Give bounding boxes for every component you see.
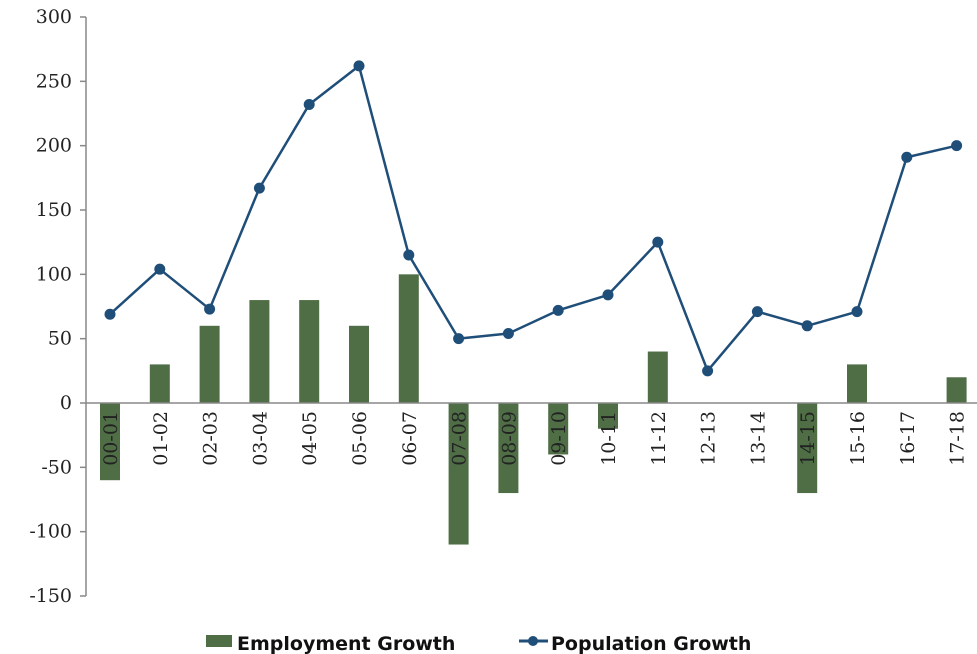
bar-employment-growth-02-03 — [199, 325, 220, 403]
legend: Employment Growth Population Growth — [206, 633, 751, 654]
x-tick-label: 08-09 — [498, 411, 520, 466]
x-tick-label: 13-14 — [747, 411, 769, 466]
point-population-growth-16-17 — [901, 151, 913, 163]
legend-label-population-growth: Population Growth — [551, 633, 751, 654]
point-population-growth-05-06 — [353, 60, 365, 72]
point-population-growth-13-14 — [751, 306, 763, 318]
x-tick-label: 16-17 — [897, 411, 919, 466]
bar-employment-growth-03-04 — [249, 300, 270, 403]
y-tick-label: 200 — [36, 135, 72, 157]
bar-employment-growth-00-01 — [100, 403, 120, 481]
point-population-growth-10-11 — [602, 289, 614, 301]
y-tick-label: -100 — [29, 521, 72, 543]
x-tick-label: 07-08 — [449, 411, 471, 466]
point-population-growth-04-05 — [303, 98, 315, 110]
y-tick-label: 50 — [48, 328, 72, 350]
x-tick-label: 17-18 — [947, 411, 969, 466]
line-series-population-growth — [104, 60, 963, 377]
y-tick-label: 150 — [36, 199, 72, 221]
x-tick-label: 02-03 — [200, 411, 222, 466]
bar-employment-growth-11-12 — [647, 351, 668, 403]
point-population-growth-07-08 — [453, 333, 465, 345]
x-tick-label: 00-01 — [100, 411, 122, 466]
y-tick-label: -150 — [29, 585, 72, 607]
bar-employment-growth-01-02 — [149, 364, 170, 403]
bar-employment-growth-14-15 — [797, 403, 818, 494]
bar-employment-growth-15-16 — [847, 364, 867, 403]
y-tick-label: 250 — [36, 70, 72, 92]
y-axis-ticks: 300 250 200 150 100 50 0 -50 -100 -150 — [29, 6, 86, 607]
bar-employment-growth-07-08 — [448, 403, 469, 545]
x-tick-label: 12-13 — [698, 411, 720, 466]
bar-series-employment-growth — [100, 274, 967, 545]
point-population-growth-08-09 — [502, 328, 514, 340]
legend-swatch-employment-growth — [206, 635, 232, 647]
legend-label-employment-growth: Employment Growth — [237, 633, 455, 654]
x-tick-label: 09-10 — [548, 411, 570, 466]
y-tick-label: 0 — [60, 392, 72, 414]
legend-marker-population-growth — [528, 636, 538, 646]
point-population-growth-01-02 — [154, 263, 166, 275]
population-growth-line — [109, 64, 957, 373]
bar-employment-growth-04-05 — [299, 300, 320, 403]
x-tick-label: 14-15 — [797, 411, 819, 466]
x-tick-label: 01-02 — [150, 411, 172, 466]
x-tick-label: 04-05 — [299, 411, 321, 466]
x-tick-label: 10-11 — [598, 411, 620, 466]
bar-employment-growth-05-06 — [349, 325, 369, 403]
point-population-growth-15-16 — [851, 306, 863, 318]
x-tick-label: 15-16 — [847, 411, 869, 466]
bar-employment-growth-09-10 — [548, 403, 569, 455]
bar-employment-growth-10-11 — [598, 403, 618, 429]
point-population-growth-11-12 — [652, 236, 664, 248]
point-population-growth-14-15 — [801, 320, 813, 332]
x-tick-label: 03-04 — [249, 411, 271, 466]
y-tick-label: 100 — [36, 263, 72, 285]
point-population-growth-17-18 — [951, 140, 963, 152]
point-population-growth-03-04 — [253, 182, 265, 194]
point-population-growth-02-03 — [204, 303, 216, 315]
bar-employment-growth-08-09 — [498, 403, 519, 494]
point-population-growth-12-13 — [702, 365, 714, 377]
bar-employment-growth-17-18 — [946, 377, 967, 403]
x-tick-label: 11-12 — [648, 411, 670, 466]
x-tick-label: 06-07 — [399, 411, 421, 466]
x-tick-label: 05-06 — [349, 411, 371, 466]
x-axis-tick-labels: 00-01 01-02 02-03 03-04 04-05 05-06 06-07 07-08… — [100, 411, 969, 466]
point-population-growth-00-01 — [104, 308, 116, 320]
point-population-growth-06-07 — [403, 249, 415, 261]
bar-employment-growth-06-07 — [398, 274, 419, 403]
y-tick-label: 300 — [36, 6, 72, 28]
point-population-growth-09-10 — [552, 304, 564, 316]
y-tick-label: -50 — [41, 456, 72, 478]
